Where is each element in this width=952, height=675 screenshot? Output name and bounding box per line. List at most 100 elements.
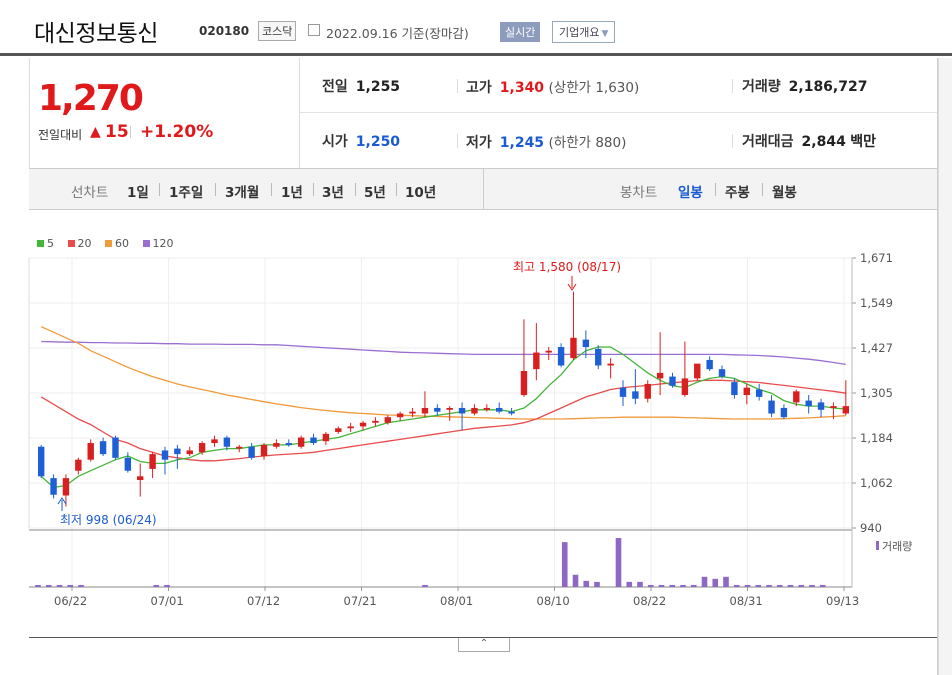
candle-body [409,411,416,414]
x-tick-label: 07/01 [151,594,184,608]
candle-body [718,369,726,377]
divider [715,183,716,196]
tab-3y[interactable]: 3년 [322,185,344,201]
volume-bar [615,538,622,587]
candle-body [359,422,367,427]
chart-tabs: 선차트 1일 1주일 3개월 1년 3년 5년 10년 봉차트 일봉 주봉 월봉 [29,168,937,210]
volume-bar [733,584,740,587]
candle-body [607,363,614,366]
compare-label: 전일대비 [38,128,83,142]
candle-body [570,337,577,359]
candle-body [37,446,45,477]
prev-close-value: 1,255 [355,79,401,95]
volume-bar [669,584,676,587]
candle-body [297,437,305,447]
tab-10y[interactable]: 10년 [405,185,437,201]
volume-bar [744,584,751,587]
candle-body [793,391,800,403]
candle-body [99,441,107,455]
tab-3m[interactable]: 3개월 [225,185,260,201]
quote-date: 2022.09.16 기준(장마감) [326,26,469,41]
stats-row-1: 전일 1,255 고가 1,340 (상한가 1,630) 거래량 2,186,727 [300,58,937,113]
stock-header: 대신정보통신 020180 코스닥 2022.09.16 기준(장마감) 실시간… [0,0,952,56]
candle-body [87,443,94,460]
up-arrow-icon [57,497,67,505]
lower-limit: (하한가 880) [548,135,627,151]
divider [271,183,272,196]
candle-body [557,347,565,366]
candle-body [755,389,763,397]
divider [483,169,484,209]
change-rate: +1.20% [140,122,214,142]
tab-1d[interactable]: 1일 [127,185,149,201]
candle-body [483,407,491,410]
stock-name: 대신정보통신 [34,21,158,47]
candle-body [669,376,676,386]
volume-bar [680,584,686,587]
line-chart-label: 선차트 [71,185,109,201]
candle-body [285,443,292,445]
volume-bar [626,581,633,587]
volume-bar [153,584,160,587]
volume-bar [776,584,783,587]
candle-body [743,387,750,396]
high-label: 고가 [466,80,492,96]
volume-bar [647,584,654,587]
tab-monthly[interactable]: 월봉 [772,185,797,201]
volume-bar [690,584,697,587]
divider [732,134,733,148]
ma60-line [40,326,846,420]
ma-legend: 5 20 60 120 [37,237,184,250]
candle-body [112,437,119,458]
candle-body [198,443,206,453]
volume-bar [78,584,84,587]
prev-close-label: 전일 [322,79,348,95]
candle-body [384,417,391,423]
candle-body [236,446,243,449]
candle-body [817,402,825,410]
volume-bar [45,584,52,587]
candle-body [706,359,713,370]
low-price: 저가 1,245 (하한가 880) [466,131,626,152]
tab-daily[interactable]: 일봉 [678,185,703,201]
company-overview-dropdown[interactable]: 기업개요 ▼ [552,21,616,43]
x-tick-label: 08/22 [633,594,666,608]
tab-5y[interactable]: 5년 [364,185,386,201]
x-tick-label: 07/12 [247,594,280,608]
y-tick-label: 1,305 [860,386,893,400]
volume-bar [701,576,708,587]
x-tick-label: 09/13 [826,594,859,608]
volume-bar [35,584,41,587]
amount-unit: 백만 [850,134,877,150]
ma120-line [41,340,846,366]
candle-body [161,450,169,460]
volume-bar [766,584,772,587]
tab-weekly[interactable]: 주봉 [725,185,750,201]
amount-label: 거래대금 [742,134,794,150]
candle-body [396,413,404,418]
volume-bar [67,584,74,587]
candle-body [310,437,317,444]
candle-body [644,383,651,399]
legend-label: 120 [152,237,174,250]
collapse-toggle[interactable]: ⌃ [458,638,510,652]
chevron-down-icon: ▼ [601,29,609,39]
candle-body [347,426,354,429]
candle-body [842,406,850,414]
tab-1w[interactable]: 1주일 [169,185,204,201]
volume-bar [658,584,665,587]
candle-body [656,372,664,379]
candle-body [731,382,738,396]
stock-code: 020180 [199,24,250,38]
divider [732,79,733,93]
high-value: 1,340 [499,80,545,96]
open-price: 시가 1,250 [322,131,400,151]
legend-swatch [105,240,112,247]
realtime-button[interactable]: 실시간 [500,22,541,42]
tab-1y[interactable]: 1년 [281,185,303,201]
scrollbar[interactable] [938,58,952,675]
candle-body [260,444,268,456]
x-tick-label: 08/01 [440,594,473,608]
high-price: 고가 1,340 (상한가 1,630) [466,76,639,97]
